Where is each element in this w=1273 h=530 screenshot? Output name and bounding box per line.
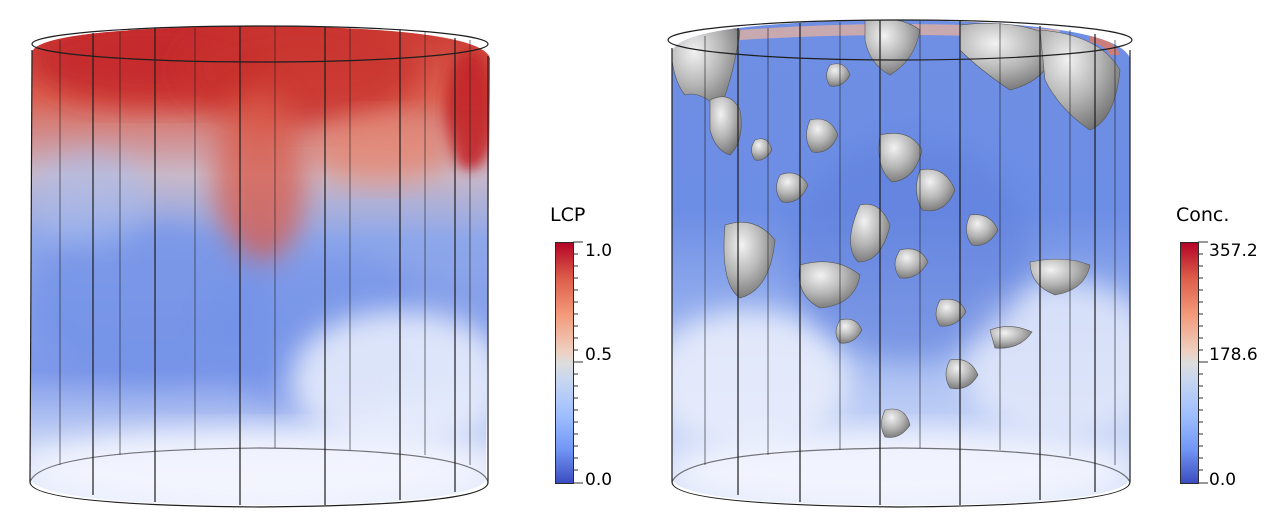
right-colorbar-tick-mid: 178.6 xyxy=(1209,345,1258,365)
right-colorbar xyxy=(1180,242,1199,484)
left-volume-render xyxy=(0,0,520,530)
lcp-volume-field xyxy=(30,26,490,505)
left-colorbar-tick-max: 1.0 xyxy=(585,241,613,261)
right-volume-render xyxy=(660,0,1140,530)
left-colorbar-title: LCP xyxy=(550,204,586,226)
right-cylinder-wireframe xyxy=(667,19,1133,508)
left-colorbar-tick-min: 0.0 xyxy=(585,470,613,490)
right-colorbar-ticks xyxy=(1198,241,1208,484)
left-cylinder-svg xyxy=(29,25,490,508)
left-colorbar xyxy=(555,242,574,484)
left-colorbar-tick-mid: 0.5 xyxy=(585,345,613,365)
conc-volume-field xyxy=(672,20,1130,505)
left-cylinder-wireframe xyxy=(29,25,489,508)
right-colorbar-tick-max: 357.2 xyxy=(1209,241,1258,261)
right-colorbar-title: Conc. xyxy=(1176,204,1230,226)
right-cylinder-svg xyxy=(667,19,1133,508)
right-colorbar-tick-min: 0.0 xyxy=(1209,470,1237,490)
left-colorbar-ticks xyxy=(573,241,583,484)
